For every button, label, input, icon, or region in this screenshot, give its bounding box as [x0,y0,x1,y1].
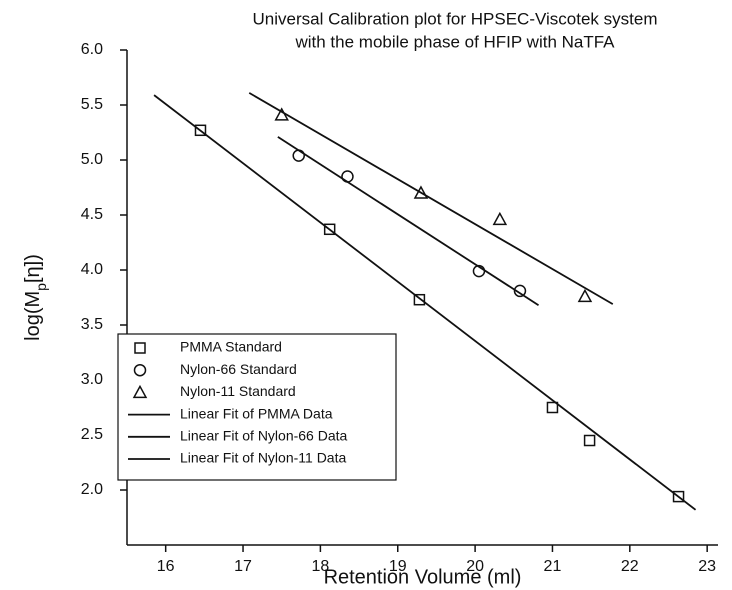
marker-triangle [413,185,429,199]
marker-circle [133,363,147,377]
x-tick-label: 19 [389,558,407,575]
y-tick-label: 4.5 [81,206,103,223]
y-tick-label: 6.0 [81,41,103,58]
y-tick-label: 3.5 [81,316,103,333]
marker-circle [513,284,527,298]
x-tick-label: 23 [698,558,716,575]
y-tick-label: 3.0 [81,371,103,388]
x-tick-label: 21 [544,558,562,575]
x-tick-label: 18 [311,558,329,575]
marker-square [413,293,426,306]
chart-title: Universal Calibration plot for HPSEC-Vis… [253,9,658,28]
y-axis-label-part: p [33,283,49,291]
marker-square [546,401,559,414]
marker-square [134,342,146,354]
marker-square [323,223,336,236]
legend-label: PMMA Standard [180,339,282,355]
marker-triangle [577,288,593,303]
legend-box [117,333,397,481]
marker-square [194,124,207,137]
y-axis-label-part: [η]) [22,254,44,283]
y-tick-label: 2.0 [81,481,103,498]
marker-triangle [132,384,148,399]
y-tick-label: 5.5 [81,96,103,113]
legend-label: Nylon-11 Standard [180,383,296,399]
fit-line [153,94,697,511]
y-axis-label: log(Mp[η]) [22,254,48,341]
legend-label: Linear Fit of Nylon-66 Data [180,428,348,444]
marker-circle [292,149,305,162]
y-tick-label: 4.0 [81,261,103,278]
legend-label: Nylon-66 Standard [180,361,297,377]
marker-square [672,490,685,503]
marker-square [583,434,596,447]
x-tick-label: 16 [157,558,175,575]
legend-label: Linear Fit of Nylon-11 Data [180,450,346,466]
chart-title: with the mobile phase of HFIP with NaTFA [294,32,615,51]
y-axis-label-part: log(M [22,291,44,341]
x-axis-label: Retention Volume (ml) [324,566,522,588]
fit-line [277,136,540,306]
y-tick-label: 2.5 [81,426,103,443]
marker-triangle [492,211,508,226]
x-tick-label: 17 [234,558,252,575]
x-tick-label: 22 [621,558,639,575]
y-tick-label: 5.0 [81,151,103,168]
legend-label: Linear Fit of PMMA Data [180,405,333,421]
fit-line [248,92,614,305]
x-tick-label: 20 [466,558,484,575]
